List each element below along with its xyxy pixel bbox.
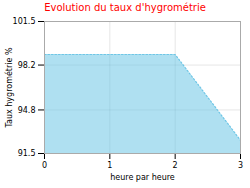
svg-text:heure par heure: heure par heure [110,173,175,182]
svg-text:101.5: 101.5 [13,17,36,26]
svg-text:1: 1 [107,161,112,170]
svg-text:2: 2 [173,161,178,170]
svg-text:3: 3 [238,161,243,170]
html-text:Evolution du taux d'hygrométri: Evolution du taux d'hygrométrie [44,2,206,13]
svg-text:94.8: 94.8 [18,106,36,115]
svg-text:91.5: 91.5 [18,149,36,158]
svg-text:98.2: 98.2 [18,61,36,70]
svg-text:Taux hygrométrie %: Taux hygrométrie % [4,47,14,129]
svg-text:0: 0 [42,161,47,170]
